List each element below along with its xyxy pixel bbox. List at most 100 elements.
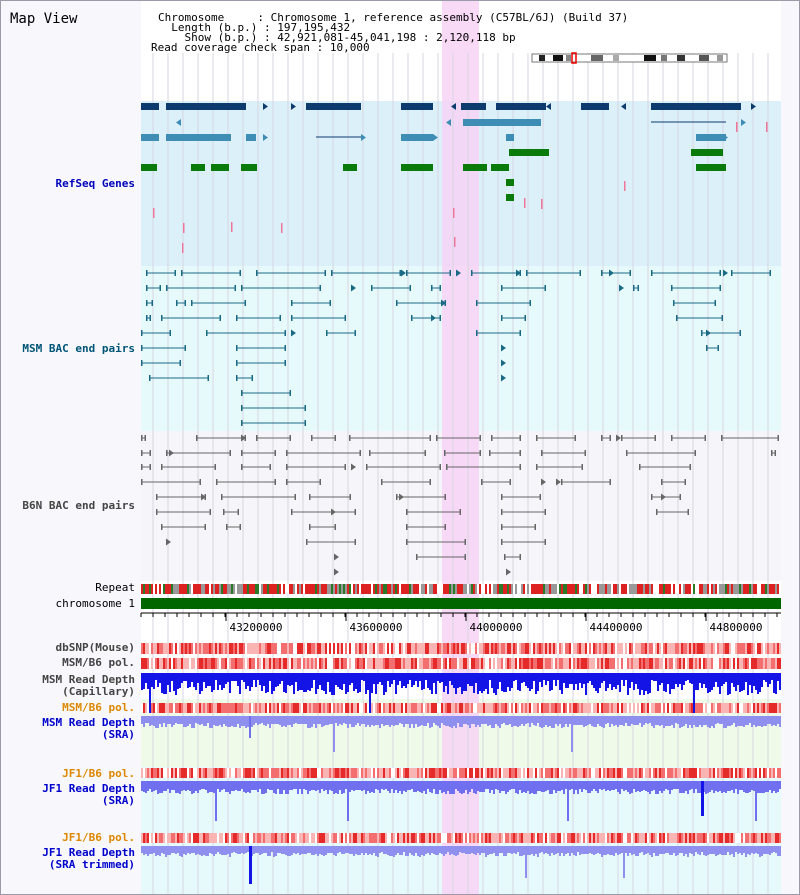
repeat-element (393, 584, 395, 594)
msm-read-depth-capillary-label[interactable]: MSM Read Depth (Capillary) (42, 674, 135, 698)
read-depth-bar (231, 716, 233, 726)
repeat-element (753, 584, 755, 594)
read-depth-bar (321, 673, 323, 690)
polymorphism-cell (677, 658, 679, 669)
polymorphism-cell (523, 833, 525, 843)
polymorphism-cell (239, 643, 241, 654)
strand-arrow (241, 434, 246, 442)
b6n-bac-end-pairs-label[interactable]: B6N BAC end pairs (22, 499, 135, 512)
b6n-bac-pair-end (216, 479, 218, 485)
jf1-read-depth-sra-label[interactable]: JF1 Read Depth (SRA) (42, 783, 135, 807)
read-depth-bar (739, 673, 741, 692)
b6n-bac-pair-end (289, 435, 291, 441)
read-depth-bar (355, 673, 357, 689)
read-depth-bar (411, 673, 413, 687)
msm-bac-pair-end (146, 300, 148, 306)
polymorphism-cell (429, 703, 431, 713)
polymorphism-cell (187, 658, 189, 669)
read-depth-bar (451, 716, 453, 728)
polymorphism-cell (391, 768, 393, 778)
polymorphism-cell (515, 703, 517, 713)
read-depth-bar (567, 673, 569, 688)
polymorphism-cell (505, 768, 507, 778)
polymorphism-cell (303, 658, 305, 669)
read-depth-bar (595, 781, 597, 791)
polymorphism-cell (243, 703, 245, 713)
polymorphism-cell (741, 833, 743, 843)
ideogram-position-marker (571, 52, 577, 64)
read-depth-bar (395, 673, 397, 694)
polymorphism-cell (347, 703, 349, 713)
refseq-genes-label[interactable]: RefSeq Genes (55, 177, 135, 190)
read-depth-bar (603, 716, 605, 728)
polymorphism-cell (713, 768, 715, 778)
polymorphism-cell (245, 703, 247, 713)
repeat-element (713, 584, 715, 594)
polymorphism-cell (475, 833, 477, 843)
read-depth-bar (199, 673, 201, 694)
polymorphism-cell (267, 658, 269, 669)
jf1-b6-pol-label[interactable]: JF1/B6 pol. (62, 767, 135, 780)
jf1-b6-pol-trimmed-label[interactable]: JF1/B6 pol. (62, 831, 135, 844)
read-depth-bar (247, 716, 249, 727)
read-depth-bar (537, 846, 539, 857)
read-depth-bar (523, 846, 525, 855)
b6n-bac-pair-end (306, 539, 308, 545)
strand-arrow (169, 449, 174, 457)
read-depth-bar (711, 781, 713, 790)
read-depth-bar (477, 846, 479, 853)
polymorphism-cell (293, 833, 295, 843)
read-depth-bar (153, 673, 155, 689)
msm-read-depth-sra-label[interactable]: MSM Read Depth (SRA) (42, 717, 135, 741)
polymorphism-cell (453, 703, 455, 713)
msm-b6-pol-sra-label[interactable]: MSM/B6 pol. (62, 701, 135, 714)
repeat-element (261, 584, 263, 594)
read-depth-bar (481, 781, 483, 792)
msm-bac-pair-end (284, 330, 286, 336)
polymorphism-cell (365, 658, 367, 669)
read-depth-bar (657, 781, 659, 794)
polymorphism-cell (307, 703, 309, 713)
msm-bac-pair-end (719, 270, 721, 276)
read-depth-bar (583, 673, 585, 684)
polymorphism-cell (649, 658, 651, 669)
read-depth-bar (541, 673, 543, 687)
polymorphism-cell (147, 833, 149, 843)
dbsnp-label[interactable]: dbSNP(Mouse) (55, 641, 135, 654)
polymorphism-cell (589, 658, 591, 669)
read-depth-bar (399, 846, 401, 855)
polymorphism-cell (207, 768, 209, 778)
b6n-bac-pair-end (344, 464, 346, 470)
jf1-read-depth-trimmed-label[interactable]: JF1 Read Depth (SRA trimmed) (42, 847, 135, 871)
polymorphism-cell (487, 703, 489, 713)
polymorphism-cell (417, 768, 419, 778)
polymorphism-cell (701, 658, 703, 669)
read-depth-bar (707, 716, 709, 727)
polymorphism-cell (599, 703, 601, 713)
polymorphism-cell (747, 833, 749, 843)
read-depth-bar (547, 673, 549, 681)
read-depth-bar (475, 716, 477, 727)
msm-b6-pol-label[interactable]: MSM/B6 pol. (62, 656, 135, 669)
polymorphism-cell (679, 833, 681, 843)
polymorphism-cell (367, 658, 369, 669)
repeat-element (579, 584, 581, 594)
polymorphism-cell (605, 658, 607, 669)
msm-bac-end-pairs-label[interactable]: MSM BAC end pairs (22, 342, 135, 355)
read-depth-bar (699, 781, 701, 793)
polymorphism-cell (707, 768, 709, 778)
read-depth-bar (553, 673, 555, 680)
polymorphism-cell (403, 768, 405, 778)
polymorphism-cell (483, 768, 485, 778)
polymorphism-cell (341, 643, 343, 654)
read-depth-bar (483, 846, 485, 853)
polymorphism-cell (771, 703, 773, 713)
b6n-bac-pair-end (544, 509, 546, 515)
polymorphism-cell (623, 643, 625, 654)
polymorphism-cell (751, 643, 753, 654)
polymorphism-cell (585, 768, 587, 778)
repeat-element (155, 584, 157, 594)
read-depth-bar (669, 716, 671, 726)
polymorphism-cell (463, 643, 465, 654)
